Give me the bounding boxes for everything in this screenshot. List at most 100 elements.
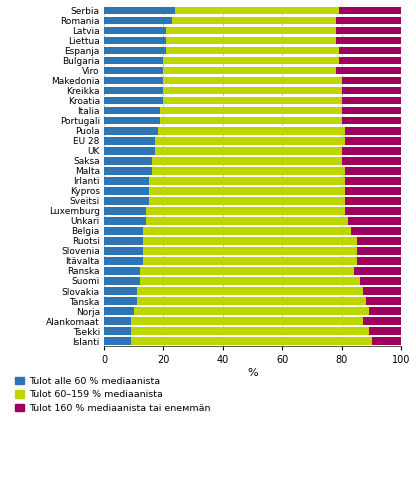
Bar (104, 207, 146, 215)
Bar (104, 147, 154, 154)
Bar (163, 67, 336, 74)
Legend: Tulot alle 60 % mediaanista, Tulot 60–159 % mediaanista, Tulot 160 % mediaanista: Tulot alle 60 % mediaanista, Tulot 60–15… (14, 375, 212, 415)
Bar (360, 277, 401, 285)
Bar (104, 87, 163, 94)
Bar (339, 7, 401, 14)
Bar (131, 338, 371, 345)
Bar (104, 287, 137, 295)
Bar (342, 107, 401, 115)
Bar (104, 27, 166, 34)
Bar (104, 137, 154, 145)
Bar (104, 97, 163, 104)
Bar (137, 287, 363, 295)
Bar (154, 147, 342, 154)
Bar (336, 37, 401, 44)
Bar (339, 57, 401, 64)
Bar (357, 237, 401, 245)
Bar (104, 277, 140, 285)
Bar (342, 77, 401, 85)
Bar (369, 308, 401, 315)
Bar (104, 177, 149, 184)
Bar (336, 67, 401, 74)
Bar (104, 217, 146, 225)
Bar (149, 197, 345, 205)
Bar (146, 207, 345, 215)
Bar (345, 127, 401, 134)
Bar (104, 308, 134, 315)
Bar (104, 317, 131, 325)
Bar (131, 317, 363, 325)
Bar (104, 197, 149, 205)
Bar (149, 177, 345, 184)
Bar (163, 57, 339, 64)
Bar (143, 257, 357, 265)
Bar (104, 227, 143, 235)
Bar (104, 157, 151, 164)
Bar (140, 277, 360, 285)
Bar (371, 338, 401, 345)
Bar (336, 17, 401, 24)
Bar (369, 327, 401, 335)
Bar (137, 297, 366, 305)
Bar (161, 117, 342, 124)
Bar (104, 167, 151, 175)
Bar (104, 237, 143, 245)
Bar (151, 167, 345, 175)
Bar (345, 197, 401, 205)
Bar (134, 308, 369, 315)
Bar (339, 47, 401, 55)
Bar (363, 317, 401, 325)
Bar (163, 77, 342, 85)
Bar (363, 287, 401, 295)
Bar (104, 117, 161, 124)
Bar (345, 187, 401, 195)
Bar (366, 297, 401, 305)
Bar (104, 37, 166, 44)
Bar (345, 137, 401, 145)
Bar (104, 67, 163, 74)
Bar (345, 177, 401, 184)
Bar (345, 167, 401, 175)
Bar (104, 247, 143, 255)
Bar (143, 227, 351, 235)
Bar (104, 187, 149, 195)
Bar (342, 157, 401, 164)
Bar (104, 17, 172, 24)
Bar (166, 37, 336, 44)
Bar (149, 187, 345, 195)
Bar (348, 217, 401, 225)
Bar (104, 107, 161, 115)
Bar (104, 7, 175, 14)
Bar (140, 267, 354, 275)
Bar (131, 327, 369, 335)
Bar (143, 247, 357, 255)
Bar (151, 157, 342, 164)
Bar (104, 47, 166, 55)
Bar (342, 87, 401, 94)
Bar (104, 267, 140, 275)
Bar (154, 137, 345, 145)
Bar (104, 297, 137, 305)
Bar (104, 338, 131, 345)
Bar (351, 227, 401, 235)
Bar (175, 7, 339, 14)
Bar (357, 247, 401, 255)
Bar (146, 217, 348, 225)
Bar (342, 117, 401, 124)
Bar (342, 97, 401, 104)
Bar (104, 57, 163, 64)
Bar (143, 237, 357, 245)
X-axis label: %: % (248, 368, 258, 378)
Bar (345, 207, 401, 215)
Bar (166, 27, 336, 34)
Bar (104, 77, 163, 85)
Bar (342, 147, 401, 154)
Bar (104, 257, 143, 265)
Bar (104, 327, 131, 335)
Bar (163, 97, 342, 104)
Bar (166, 47, 339, 55)
Bar (161, 107, 342, 115)
Bar (336, 27, 401, 34)
Bar (354, 267, 401, 275)
Bar (104, 127, 158, 134)
